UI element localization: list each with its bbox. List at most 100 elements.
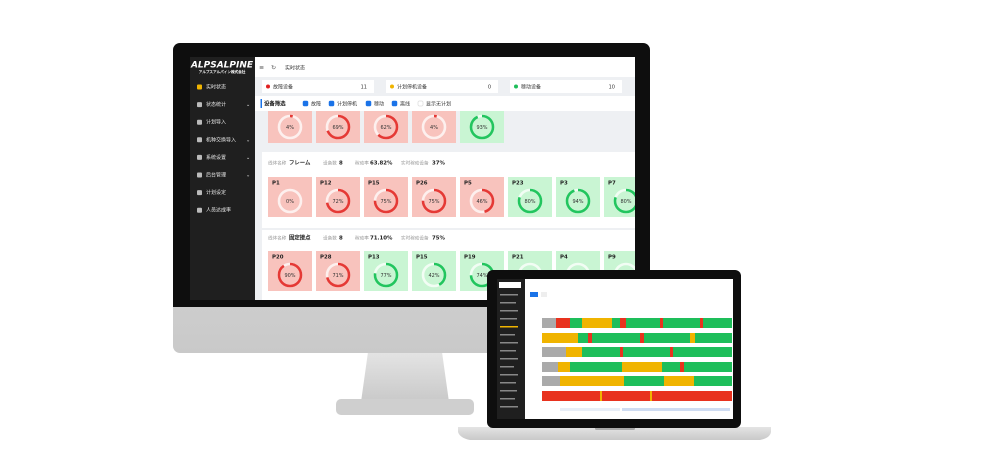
device-name: P15	[416, 255, 428, 261]
stat-label: 计划停机设备	[397, 84, 427, 91]
gauge-arc	[421, 114, 447, 140]
menu-item[interactable]: 机种交换导入	[206, 136, 236, 143]
gauge-label: 72%	[332, 199, 343, 205]
laptop-menu	[500, 294, 518, 408]
menu-item[interactable]: 实时状态	[206, 84, 226, 91]
device-card[interactable]	[268, 177, 312, 217]
gauge-label: 42%	[428, 273, 439, 279]
device-card[interactable]	[364, 251, 408, 291]
filter-marker	[260, 99, 262, 108]
gauge-label: 80%	[620, 199, 631, 205]
menu-icon	[197, 207, 202, 213]
checkbox[interactable]	[417, 100, 424, 107]
device-name: P9	[608, 255, 616, 261]
device-card[interactable]	[412, 177, 456, 217]
gauge-arc	[325, 262, 351, 288]
stat-label: 故障设备	[273, 84, 293, 91]
gauge-label: 0%	[286, 199, 294, 205]
device-name: P28	[320, 255, 332, 261]
gauge-arc	[325, 114, 351, 140]
group-count: 8	[339, 236, 343, 242]
stat-value: 0	[488, 85, 491, 91]
group-line-label: 线体名称	[268, 235, 287, 242]
menu-item[interactable]: 系统设置	[206, 154, 226, 161]
filter-title: 设备筛选	[264, 100, 286, 108]
gauge-label: 75%	[380, 199, 391, 205]
menu-arrow: ⌄	[246, 102, 250, 108]
device-name: P15	[368, 181, 380, 187]
group-realtime-label: 实时稼动设备	[401, 160, 429, 167]
gauge-label: 62%	[380, 125, 391, 131]
logo: ALPSALPINE	[190, 61, 254, 71]
device-card[interactable]	[364, 177, 408, 217]
menu-item[interactable]: 人员达成率	[206, 207, 231, 214]
menu-icon	[197, 154, 202, 160]
device-name: P20	[272, 255, 284, 261]
device-name: P7	[608, 181, 616, 187]
device-name: P12	[320, 181, 332, 187]
menu-arrow: ⌄	[246, 155, 250, 161]
device-card[interactable]	[412, 251, 456, 291]
refresh-icon[interactable]: ↻	[271, 65, 276, 72]
gauge-label: 93%	[476, 125, 487, 131]
group-count-label: 设备数	[323, 235, 337, 242]
logo-sub: アルプスアルパイン株式会社	[199, 69, 246, 74]
gauge-label: 69%	[332, 125, 343, 131]
device-card[interactable]	[268, 251, 312, 291]
checkbox-label[interactable]: 计划停机	[337, 101, 357, 108]
checkbox[interactable]	[328, 100, 335, 107]
group-line: 固定接点	[289, 234, 311, 242]
gauge-arc	[373, 114, 399, 140]
gauge-label: 4%	[286, 125, 294, 131]
device-name: P1	[272, 181, 280, 187]
gauge-label: 74%	[476, 273, 487, 279]
device-card[interactable]	[316, 177, 360, 217]
menu-item[interactable]: 后台管理	[206, 172, 226, 179]
gauge-arc	[517, 188, 543, 214]
menu-arrow: ⌄	[246, 137, 250, 143]
device-card[interactable]	[460, 177, 504, 217]
stat-box	[386, 80, 498, 93]
checkbox[interactable]	[302, 100, 309, 107]
device-name: P4	[560, 255, 568, 261]
gauge-label: 80%	[524, 199, 535, 205]
device-name: P3	[560, 181, 568, 187]
device-card[interactable]	[316, 251, 360, 291]
laptop-logo	[499, 282, 521, 288]
menu-icon	[197, 172, 202, 178]
group-line-label: 线体名称	[268, 160, 287, 167]
stat-dot	[514, 84, 518, 89]
checkbox-label[interactable]: 显示无计划	[426, 101, 451, 108]
gauge-arc	[373, 188, 399, 214]
gauge-arc	[373, 262, 399, 288]
checkbox[interactable]	[391, 100, 398, 107]
top-bar	[255, 57, 635, 77]
menu-icon	[197, 137, 202, 143]
stat-dot	[390, 84, 394, 89]
gauge-arc	[469, 188, 495, 214]
filter-options: 故障 计划停机 稼动 离线 显示无计划	[302, 100, 451, 108]
group-rate-label: 稼动率	[355, 160, 369, 167]
checkbox-label[interactable]: 故障	[311, 101, 321, 108]
gauge-arc	[421, 262, 447, 288]
group-rate-label: 稼动率	[355, 235, 369, 242]
device-card[interactable]	[556, 177, 600, 217]
breadcrumb: 实时状态	[285, 65, 305, 72]
menu-item[interactable]: 计划设定	[206, 189, 226, 196]
cards-area: 4% 69% 62% 4% 93%线体名称 フレーム 设备数 8 稼动率 63.82% 实时稼动设备…	[262, 103, 635, 300]
checkbox-label[interactable]: 稼动	[374, 101, 384, 108]
gauge-arc	[565, 188, 591, 214]
stat-label: 稼动设备	[521, 84, 541, 91]
menu-item[interactable]: 计划导入	[206, 119, 226, 126]
stat-dot	[266, 84, 270, 89]
stand-neck	[361, 352, 449, 402]
menu-toggle[interactable]: ≡	[259, 65, 264, 72]
checkbox-label[interactable]: 离线	[400, 101, 410, 108]
checkbox[interactable]	[365, 100, 372, 107]
menu-item[interactable]: 状态统计	[206, 101, 226, 108]
gauge-label: 46%	[476, 199, 487, 205]
device-card[interactable]	[508, 177, 552, 217]
